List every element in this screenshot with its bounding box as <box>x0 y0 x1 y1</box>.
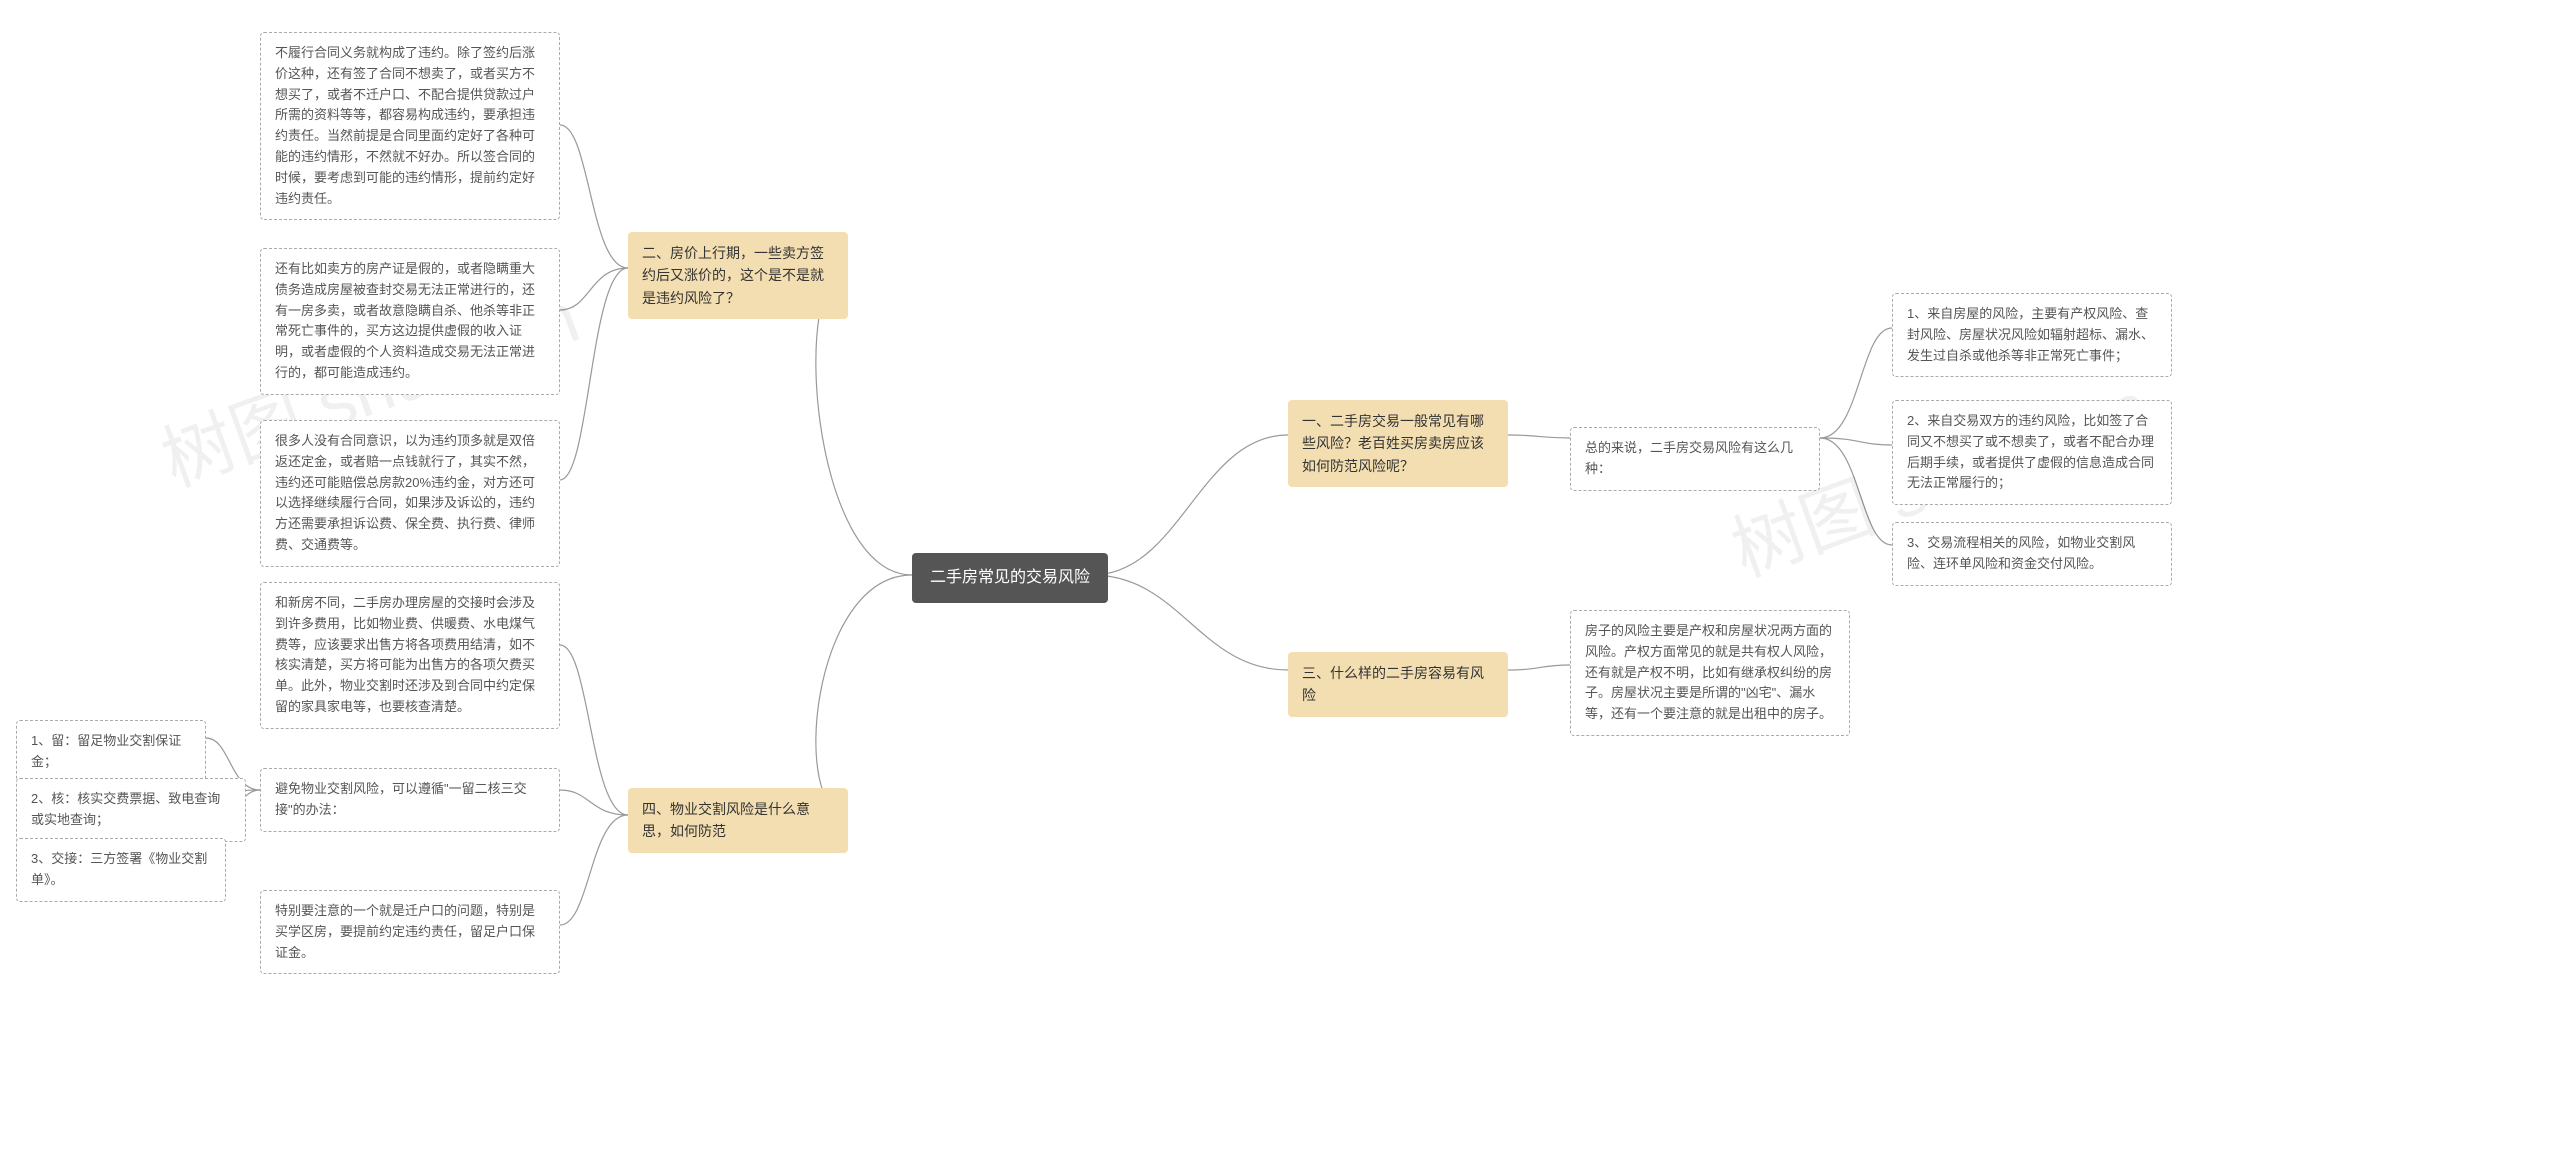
leaf-node: 总的来说，二手房交易风险有这么几种： <box>1570 427 1820 491</box>
leaf-node: 不履行合同义务就构成了违约。除了签约后涨价这种，还有签了合同不想卖了，或者买方不… <box>260 32 560 220</box>
leaf-node: 特别要注意的一个就是迁户口的问题，特别是买学区房，要提前约定违约责任，留足户口保… <box>260 890 560 974</box>
leaf-node: 和新房不同，二手房办理房屋的交接时会涉及到许多费用，比如物业费、供暖费、水电煤气… <box>260 582 560 729</box>
leaf-node: 1、留：留足物业交割保证金； <box>16 720 206 784</box>
leaf-node: 2、来自交易双方的违约风险，比如签了合同又不想买了或不想卖了，或者不配合办理后期… <box>1892 400 2172 505</box>
branch-node-2[interactable]: 二、房价上行期，一些卖方签约后又涨价的，这个是不是就是违约风险了？ <box>628 232 848 319</box>
branch-node-1[interactable]: 一、二手房交易一般常见有哪些风险？老百姓买房卖房应该如何防范风险呢？ <box>1288 400 1508 487</box>
leaf-node: 避免物业交割风险，可以遵循"一留二核三交接"的办法： <box>260 768 560 832</box>
branch-node-4[interactable]: 四、物业交割风险是什么意思，如何防范 <box>628 788 848 853</box>
leaf-node: 很多人没有合同意识，以为违约顶多就是双倍返还定金，或者赔一点钱就行了，其实不然，… <box>260 420 560 567</box>
leaf-node: 3、交易流程相关的风险，如物业交割风险、连环单风险和资金交付风险。 <box>1892 522 2172 586</box>
mindmap-root[interactable]: 二手房常见的交易风险 <box>912 553 1108 603</box>
leaf-node: 还有比如卖方的房产证是假的，或者隐瞒重大债务造成房屋被查封交易无法正常进行的，还… <box>260 248 560 395</box>
branch-node-3[interactable]: 三、什么样的二手房容易有风险 <box>1288 652 1508 717</box>
leaf-node: 1、来自房屋的风险，主要有产权风险、查封风险、房屋状况风险如辐射超标、漏水、发生… <box>1892 293 2172 377</box>
leaf-node: 2、核：核实交费票据、致电查询或实地查询； <box>16 778 246 842</box>
leaf-node: 房子的风险主要是产权和房屋状况两方面的风险。产权方面常见的就是共有权人风险，还有… <box>1570 610 1850 736</box>
leaf-node: 3、交接：三方签署《物业交割单》。 <box>16 838 226 902</box>
